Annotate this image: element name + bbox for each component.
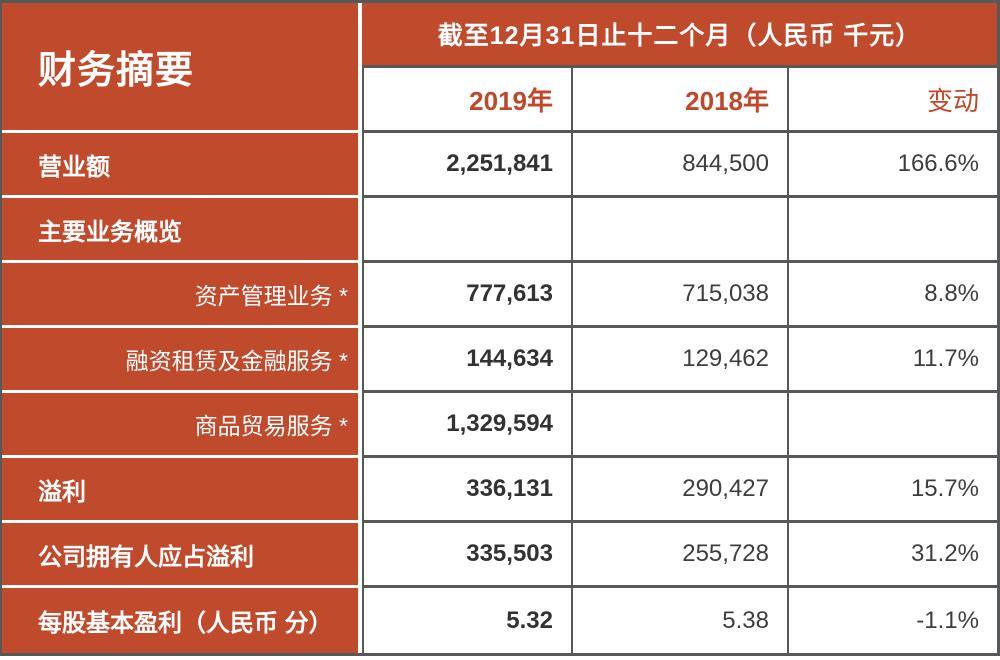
row-label-profit-attributable-to-owners: 公司拥有人应占溢利 — [2, 523, 362, 588]
cell-finance-leasing-2018: 129,462 — [571, 328, 787, 393]
cell-profit-change: 15.7% — [787, 458, 997, 523]
cell-basic-eps-2018: 5.38 — [571, 588, 787, 653]
col-header-2018: 2018年 — [571, 68, 787, 133]
cell-commodity-trading-2019: 1,329,594 — [362, 393, 571, 458]
row-label-main-business-overview: 主要业务概览 — [2, 198, 362, 263]
row-label-asset-management: 资产管理业务 * — [2, 263, 362, 328]
row-label-commodity-trading: 商品贸易服务 * — [2, 393, 362, 458]
cell-profit-2019: 336,131 — [362, 458, 571, 523]
cell-revenue-2019: 2,251,841 — [362, 133, 571, 198]
row-label-revenue: 营业额 — [2, 133, 362, 198]
cell-basic-eps-2019: 5.32 — [362, 588, 571, 653]
cell-revenue-2018: 844,500 — [571, 133, 787, 198]
period-header-text: 截至12月31日止十二个月（人民币 千元） — [437, 22, 922, 50]
cell-asset-management-2018: 715,038 — [571, 263, 787, 328]
col-header-change: 变动 — [787, 68, 997, 133]
col-header-2019: 2019年 — [362, 68, 571, 133]
cell-basic-eps-change: -1.1% — [787, 588, 997, 653]
cell-finance-leasing-change: 11.7% — [787, 328, 997, 393]
row-label-profit: 溢利 — [2, 458, 362, 523]
cell-asset-management-change: 8.8% — [787, 263, 997, 328]
cell-commodity-trading-2018 — [571, 393, 787, 458]
cell-asset-management-2019: 777,613 — [362, 263, 571, 328]
row-label-basic-eps: 每股基本盈利（人民币 分） — [2, 588, 362, 653]
table-title: 财务摘要 — [2, 3, 362, 133]
cell-main-business-overview-2019 — [362, 198, 571, 263]
cell-main-business-overview-2018 — [571, 198, 787, 263]
cell-commodity-trading-change — [787, 393, 997, 458]
cell-profit-attributable-change: 31.2% — [787, 523, 997, 588]
cell-profit-2018: 290,427 — [571, 458, 787, 523]
cell-profit-attributable-2018: 255,728 — [571, 523, 787, 588]
period-header: 截至12月31日止十二个月（人民币 千元） — [362, 3, 997, 68]
cell-profit-attributable-2019: 335,503 — [362, 523, 571, 588]
cell-finance-leasing-2019: 144,634 — [362, 328, 571, 393]
cell-revenue-change: 166.6% — [787, 133, 997, 198]
row-label-finance-leasing: 融资租赁及金融服务 * — [2, 328, 362, 393]
table-title-text: 财务摘要 — [38, 50, 195, 92]
cell-main-business-overview-change — [787, 198, 997, 263]
